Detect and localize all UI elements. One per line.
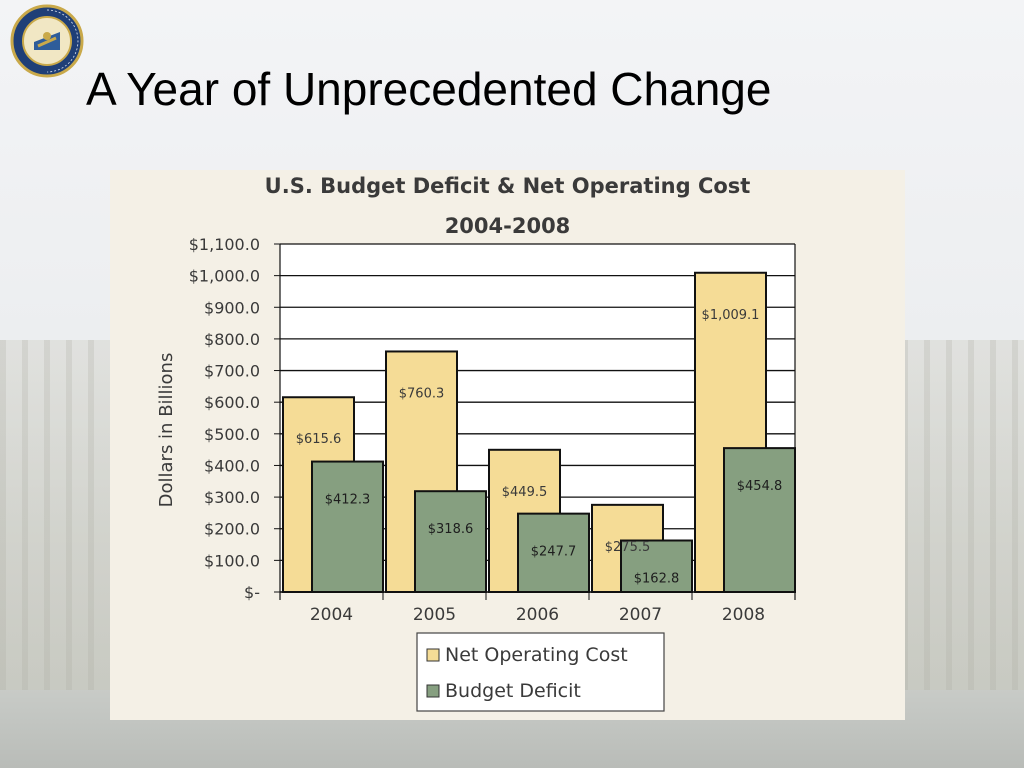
- legend-label: Net Operating Cost: [445, 644, 628, 666]
- y-tick-label: $500.0: [204, 425, 260, 444]
- chart-title: U.S. Budget Deficit & Net Operating Cost: [264, 174, 751, 198]
- x-tick-label: 2008: [722, 605, 765, 625]
- y-tick-label: $900.0: [204, 298, 260, 317]
- slide-title: A Year of Unprecedented Change: [86, 63, 772, 115]
- y-tick-label: $-: [244, 583, 260, 602]
- data-label: $318.6: [428, 522, 474, 537]
- treasury-seal-icon: [10, 4, 84, 78]
- x-tick-label: 2004: [310, 605, 353, 625]
- bar-budget-deficit: [414, 490, 487, 593]
- x-tick-label: 2007: [619, 605, 662, 625]
- x-tick-label: 2006: [516, 605, 559, 625]
- data-label: $162.8: [634, 571, 680, 586]
- data-label: $615.6: [296, 432, 342, 447]
- data-label: $1,009.1: [702, 308, 760, 323]
- y-tick-label: $700.0: [204, 362, 260, 381]
- legend-swatch: [426, 648, 440, 662]
- y-tick-label: $800.0: [204, 330, 260, 349]
- data-label: $454.8: [737, 479, 783, 494]
- chart-subtitle: 2004-2008: [444, 214, 571, 238]
- y-tick-label: $1,100.0: [189, 235, 260, 254]
- data-label: $449.5: [502, 485, 548, 500]
- bar-budget-deficit: [723, 447, 796, 594]
- bar-budget-deficit: [311, 460, 384, 593]
- y-tick-label: $100.0: [204, 551, 260, 570]
- y-tick-label: $400.0: [204, 456, 260, 475]
- data-label: $412.3: [325, 493, 371, 508]
- legend-box: [416, 632, 665, 712]
- bar-budget-deficit: [620, 539, 693, 593]
- bar-budget-deficit: [517, 512, 590, 593]
- data-label: $275.5: [605, 540, 651, 555]
- y-tick-label: $1,000.0: [189, 267, 260, 286]
- y-tick-label: $600.0: [204, 393, 260, 412]
- x-tick-label: 2005: [413, 605, 456, 625]
- y-tick-label: $300.0: [204, 488, 260, 507]
- data-label: $760.3: [399, 386, 445, 401]
- legend-label: Budget Deficit: [445, 680, 581, 702]
- y-tick-label: $200.0: [204, 520, 260, 539]
- legend-swatch: [426, 684, 440, 698]
- y-axis-label: Dollars in Billions: [156, 353, 177, 508]
- data-label: $247.7: [531, 545, 577, 560]
